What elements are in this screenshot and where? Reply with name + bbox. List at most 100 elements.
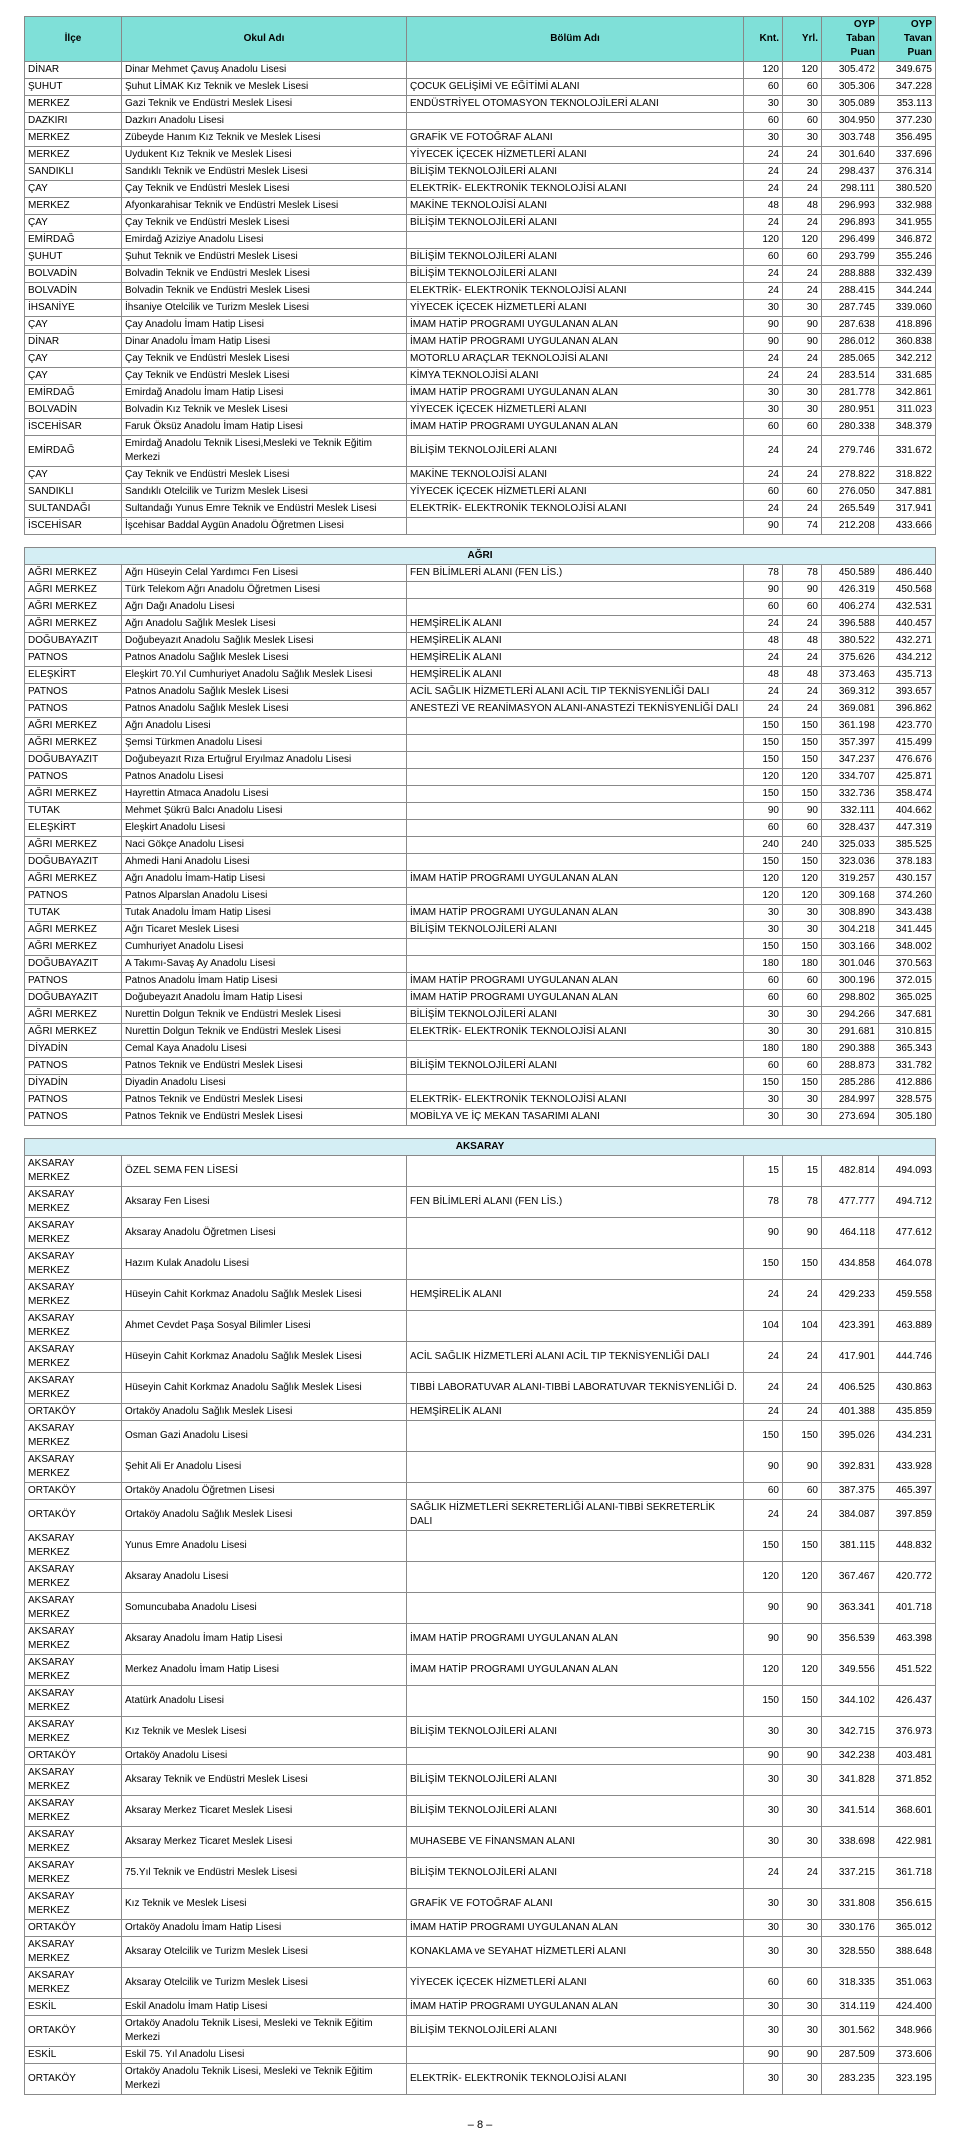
cell: 90 — [744, 803, 783, 820]
cell: 60 — [744, 113, 783, 130]
section-label: AĞRI — [25, 548, 936, 565]
cell: 290.388 — [822, 1041, 879, 1058]
cell: 60 — [783, 113, 822, 130]
cell: Hazım Kulak Anadolu Lisesi — [122, 1249, 407, 1280]
cell: ELEKTRİK- ELEKTRONİK TEKNOLOJİSİ ALANI — [407, 501, 744, 518]
cell: BOLVADİN — [25, 266, 122, 283]
cell: Sultandağı Yunus Emre Teknik ve Endüstri… — [122, 501, 407, 518]
cell: PATNOS — [25, 973, 122, 990]
cell: 90 — [783, 1748, 822, 1765]
cell: Nurettin Dolgun Teknik ve Endüstri Mesle… — [122, 1007, 407, 1024]
cell: 287.638 — [822, 317, 879, 334]
cell: 30 — [783, 905, 822, 922]
cell — [407, 820, 744, 837]
cell: 287.509 — [822, 2047, 879, 2064]
cell: 434.212 — [879, 650, 936, 667]
cell: 120 — [744, 888, 783, 905]
cell: Çay Teknik ve Endüstri Meslek Lisesi — [122, 351, 407, 368]
table-row: AĞRI MERKEZAğrı Anadolu İmam-Hatip Lises… — [25, 871, 936, 888]
table-row: AKSARAY MERKEZMerkez Anadolu İmam Hatip … — [25, 1655, 936, 1686]
cell — [407, 786, 744, 803]
cell: PATNOS — [25, 684, 122, 701]
cell: 60 — [783, 419, 822, 436]
cell: 74 — [783, 518, 822, 535]
cell: Kız Teknik ve Meslek Lisesi — [122, 1889, 407, 1920]
table-row: ORTAKÖYOrtaköy Anadolu Lisesi9090342.238… — [25, 1748, 936, 1765]
cell: MAKİNE TEKNOLOJİSİ ALANI — [407, 198, 744, 215]
cell: Patnos Anadolu Sağlık Meslek Lisesi — [122, 701, 407, 718]
cell: 24 — [744, 181, 783, 198]
table-row: ORTAKÖYOrtaköy Anadolu Sağlık Meslek Lis… — [25, 1500, 936, 1531]
cell: BİLİŞİM TEKNOLOJİLERİ ALANI — [407, 1765, 744, 1796]
cell: 273.694 — [822, 1109, 879, 1126]
cell: 30 — [783, 1889, 822, 1920]
table-aksaray: AKSARAY AKSARAY MERKEZÖZEL SEMA FEN LİSE… — [24, 1138, 936, 2095]
cell: MERKEZ — [25, 147, 122, 164]
table-row: AKSARAY MERKEZAksaray Merkez Ticaret Mes… — [25, 1827, 936, 1858]
table-row: AĞRI MERKEZAğrı Hüseyin Celal Yardımcı F… — [25, 565, 936, 582]
cell: YİYECEK İÇECEK HİZMETLERİ ALANI — [407, 300, 744, 317]
cell: Emirdağ Anadolu Teknik Lisesi,Mesleki ve… — [122, 436, 407, 467]
cell: 120 — [744, 1562, 783, 1593]
cell: 24 — [783, 266, 822, 283]
cell: 463.889 — [879, 1311, 936, 1342]
cell: ORTAKÖY — [25, 1404, 122, 1421]
cell: 150 — [744, 1531, 783, 1562]
cell: Şuhut LİMAK Kız Teknik ve Meslek Lisesi — [122, 79, 407, 96]
table-row: AĞRI MERKEZAğrı Anadolu Sağlık Meslek Li… — [25, 616, 936, 633]
table-row: PATNOSPatnos Alparslan Anadolu Lisesi120… — [25, 888, 936, 905]
cell: EMİRDAĞ — [25, 436, 122, 467]
cell: ELEKTRİK- ELEKTRONİK TEKNOLOJİSİ ALANI — [407, 1024, 744, 1041]
table-row: PATNOSPatnos Teknik ve Endüstri Meslek L… — [25, 1092, 936, 1109]
cell: PATNOS — [25, 1092, 122, 1109]
cell: BİLİŞİM TEKNOLOJİLERİ ALANI — [407, 1007, 744, 1024]
cell: 318.335 — [822, 1968, 879, 1999]
cell: 150 — [744, 854, 783, 871]
table-row: AKSARAY MERKEZÖZEL SEMA FEN LİSESİ151548… — [25, 1156, 936, 1187]
cell: AKSARAY MERKEZ — [25, 1373, 122, 1404]
cell — [407, 582, 744, 599]
cell: 24 — [783, 501, 822, 518]
cell: BİLİŞİM TEKNOLOJİLERİ ALANI — [407, 436, 744, 467]
cell: 30 — [783, 922, 822, 939]
cell: DİNAR — [25, 62, 122, 79]
cell: 120 — [783, 232, 822, 249]
table-row: ÇAYÇay Teknik ve Endüstri Meslek LisesiB… — [25, 215, 936, 232]
cell: BİLİŞİM TEKNOLOJİLERİ ALANI — [407, 922, 744, 939]
cell: PATNOS — [25, 1109, 122, 1126]
cell: 120 — [783, 1655, 822, 1686]
cell: Eskil 75. Yıl Anadolu Lisesi — [122, 2047, 407, 2064]
cell: Patnos Anadolu Sağlık Meslek Lisesi — [122, 684, 407, 701]
cell: 373.463 — [822, 667, 879, 684]
cell: Çay Teknik ve Endüstri Meslek Lisesi — [122, 467, 407, 484]
cell — [407, 113, 744, 130]
table-row: AKSARAY MERKEZOsman Gazi Anadolu Lisesi1… — [25, 1421, 936, 1452]
cell: 463.398 — [879, 1624, 936, 1655]
cell: Çay Teknik ve Endüstri Meslek Lisesi — [122, 368, 407, 385]
cell: PATNOS — [25, 1058, 122, 1075]
table-row: ORTAKÖYOrtaköy Anadolu Sağlık Meslek Lis… — [25, 1404, 936, 1421]
cell: 48 — [783, 633, 822, 650]
table-row: DİYADİNDiyadin Anadolu Lisesi150150285.2… — [25, 1075, 936, 1092]
cell: 477.612 — [879, 1218, 936, 1249]
cell: Patnos Anadolu Lisesi — [122, 769, 407, 786]
cell: 48 — [744, 198, 783, 215]
cell: Aksaray Anadolu Öğretmen Lisesi — [122, 1218, 407, 1249]
cell: 30 — [783, 2016, 822, 2047]
cell: MERKEZ — [25, 130, 122, 147]
cell: EMİRDAĞ — [25, 232, 122, 249]
cell: Şemsi Türkmen Anadolu Lisesi — [122, 735, 407, 752]
cell: MOTORLU ARAÇLAR TEKNOLOJİSİ ALANI — [407, 351, 744, 368]
cell: SAĞLIK HİZMETLERİ SEKRETERLİĞİ ALANI-TIB… — [407, 1500, 744, 1531]
cell: HEMŞİRELİK ALANI — [407, 667, 744, 684]
cell: Ortaköy Anadolu Teknik Lisesi, Mesleki v… — [122, 2064, 407, 2095]
cell: 30 — [744, 96, 783, 113]
cell: 30 — [783, 1024, 822, 1041]
cell: 60 — [744, 249, 783, 266]
cell: 348.002 — [879, 939, 936, 956]
cell: ESKİL — [25, 2047, 122, 2064]
cell: 384.087 — [822, 1500, 879, 1531]
cell — [407, 1483, 744, 1500]
col-tavan: OYP Tavan Puan — [879, 17, 936, 62]
cell: ORTAKÖY — [25, 1483, 122, 1500]
